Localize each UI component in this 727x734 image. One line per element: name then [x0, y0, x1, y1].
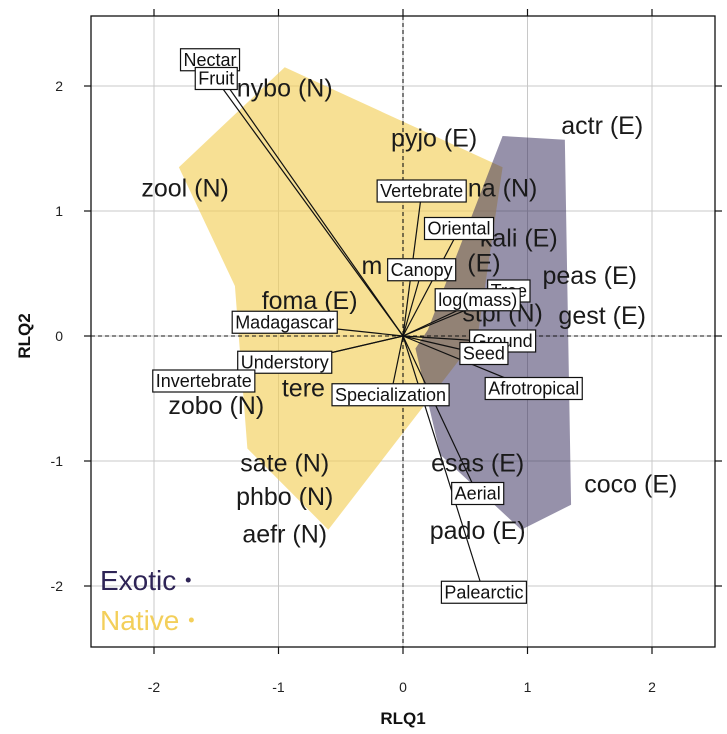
- trait-label: log(mass): [438, 290, 517, 310]
- species-label: peas (E): [543, 262, 637, 290]
- trait-label: Canopy: [391, 260, 453, 280]
- legend-swatch: [188, 617, 194, 623]
- y-tick-label: -2: [51, 578, 64, 594]
- trait-arrow: [402, 335, 484, 594]
- species-label: foma (E): [262, 287, 358, 315]
- trait-label-box: [331, 383, 450, 407]
- y-tick-label: 1: [55, 203, 63, 219]
- trait-label-box: [459, 341, 509, 366]
- y-tick-label: 2: [55, 78, 63, 94]
- plot-area: nybo (N)zool (N)pyjo (E) actr (E)na (N)ka…: [91, 16, 715, 647]
- trait-label-box: [440, 580, 528, 604]
- trait-label: Specialization: [335, 385, 446, 405]
- y-tick-label: -1: [51, 453, 64, 469]
- trait-label-box: [451, 481, 505, 506]
- species-label: phbo (N): [236, 483, 333, 511]
- trait-arrow: [402, 230, 459, 337]
- trait-label: Oriental: [428, 219, 491, 239]
- trait-label-box: [387, 258, 457, 282]
- trait-label-group: Aerial: [451, 481, 505, 506]
- trait-label-group: Seed: [459, 341, 509, 366]
- trait-label-group: Specialization: [331, 383, 450, 407]
- x-axis-title: RLQ1: [380, 709, 425, 728]
- trait-label: Palearctic: [444, 582, 523, 602]
- trait-label: Nectar: [184, 50, 237, 70]
- species-label: aefr (N): [242, 521, 327, 549]
- trait-label-group: Madagascar: [231, 310, 338, 334]
- trait-label: Fruit: [198, 69, 234, 89]
- legend-label: Native: [100, 605, 179, 636]
- x-tick-label: -2: [148, 679, 161, 695]
- trait-label-box: [237, 350, 333, 374]
- trait-arrow: [216, 80, 404, 337]
- species-label: coco (E): [584, 471, 677, 499]
- trait-label: Seed: [463, 344, 505, 364]
- trait-arrow: [210, 61, 404, 337]
- species-label: zobo (N): [168, 392, 264, 420]
- legend-swatch: [185, 577, 191, 583]
- species-label: na (N): [468, 174, 537, 202]
- trait-label-group: Nectar: [179, 48, 241, 72]
- x-tick-label: -1: [272, 679, 285, 695]
- trait-label-group: Fruit: [194, 66, 238, 91]
- trait-label-group: Invertebrate: [152, 369, 256, 393]
- trait-label-box: [423, 216, 495, 241]
- trait-label: Vertebrate: [380, 181, 463, 201]
- trait-label-group: Vertebrate: [376, 179, 467, 203]
- trait-label: Understory: [241, 352, 329, 372]
- species-label: m: [361, 252, 382, 280]
- trait-label: Afrotropical: [488, 379, 579, 399]
- x-tick-label: 1: [524, 679, 532, 695]
- species-label: gest (E): [558, 302, 646, 330]
- species-label: tere: [282, 374, 325, 402]
- trait-label-box: [376, 179, 467, 203]
- species-label: zool (N): [141, 174, 229, 202]
- species-label: (E): [467, 249, 500, 277]
- species-label: pado (E): [430, 517, 526, 545]
- trait-arrow: [402, 271, 422, 337]
- y-tick-label: 0: [55, 328, 63, 344]
- trait-label-box: [484, 376, 583, 401]
- trait-label-box: [152, 369, 256, 393]
- trait-label-group: Oriental: [423, 216, 495, 241]
- trait-arrow: [402, 335, 478, 495]
- trait-label-box: [231, 310, 338, 334]
- species-label: pyjo (E): [391, 124, 477, 152]
- trait-label-group: log(mass): [434, 288, 521, 312]
- species-label: esas (E): [431, 449, 524, 477]
- trait-label-box: [434, 288, 521, 312]
- y-axis-title: RLQ2: [15, 313, 34, 358]
- x-tick-label: 2: [648, 679, 656, 695]
- x-tick-label: 0: [399, 679, 407, 695]
- legend-label: Exotic: [100, 565, 176, 596]
- trait-label: Madagascar: [235, 312, 334, 332]
- species-label: nybo (N): [237, 74, 333, 102]
- trait-label-group: Palearctic: [440, 580, 528, 604]
- trait-label-group: Canopy: [387, 258, 457, 282]
- trait-label-box: [194, 66, 238, 91]
- species-label: sate (N): [240, 449, 329, 477]
- trait-label: Aerial: [455, 484, 501, 504]
- trait-label-group: Afrotropical: [484, 376, 583, 401]
- trait-label-group: Understory: [237, 350, 333, 374]
- legend: Exotic Native: [100, 565, 194, 636]
- species-label: actr (E): [561, 112, 643, 140]
- trait-label: Invertebrate: [156, 371, 252, 391]
